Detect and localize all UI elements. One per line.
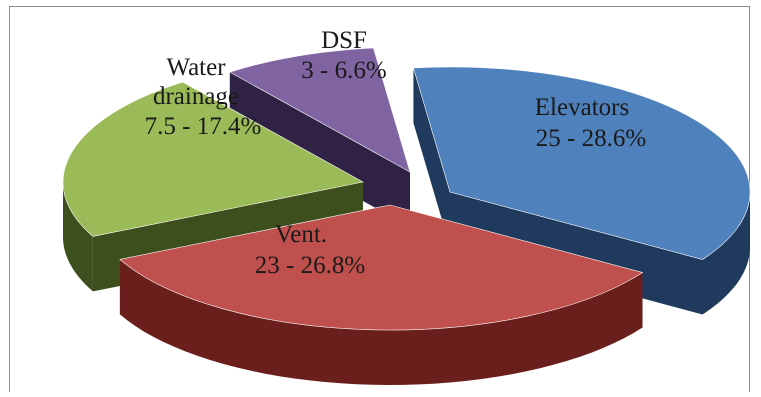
slice-wall-water-drainage [63, 182, 93, 292]
slice-label-water-line1: Water [166, 54, 226, 81]
slice-vent [119, 204, 644, 331]
slice-cut-dsf-0 [229, 72, 410, 227]
slice-label-dsf: DSF [321, 27, 367, 54]
slice-value-elevators: 25 - 28.6% [536, 125, 646, 152]
slice-wall-vent [119, 259, 643, 385]
slice-value-water: 7.5 - 17.4% [145, 113, 262, 140]
slice-water-drainage [62, 81, 364, 237]
slice-cut-elevators-0 [413, 67, 450, 247]
slice-elevators [413, 66, 751, 260]
slice-value-vent: 23 - 26.8% [255, 252, 365, 279]
slice-label-water-line2: drainage [153, 83, 239, 110]
slice-label-elevators: Elevators [535, 94, 629, 121]
slice-value-dsf: 3 - 6.6% [301, 57, 386, 84]
slice-label-vent: Vent. [275, 221, 327, 248]
slice-dsf [229, 47, 411, 173]
slice-wall-elevators [702, 192, 750, 315]
